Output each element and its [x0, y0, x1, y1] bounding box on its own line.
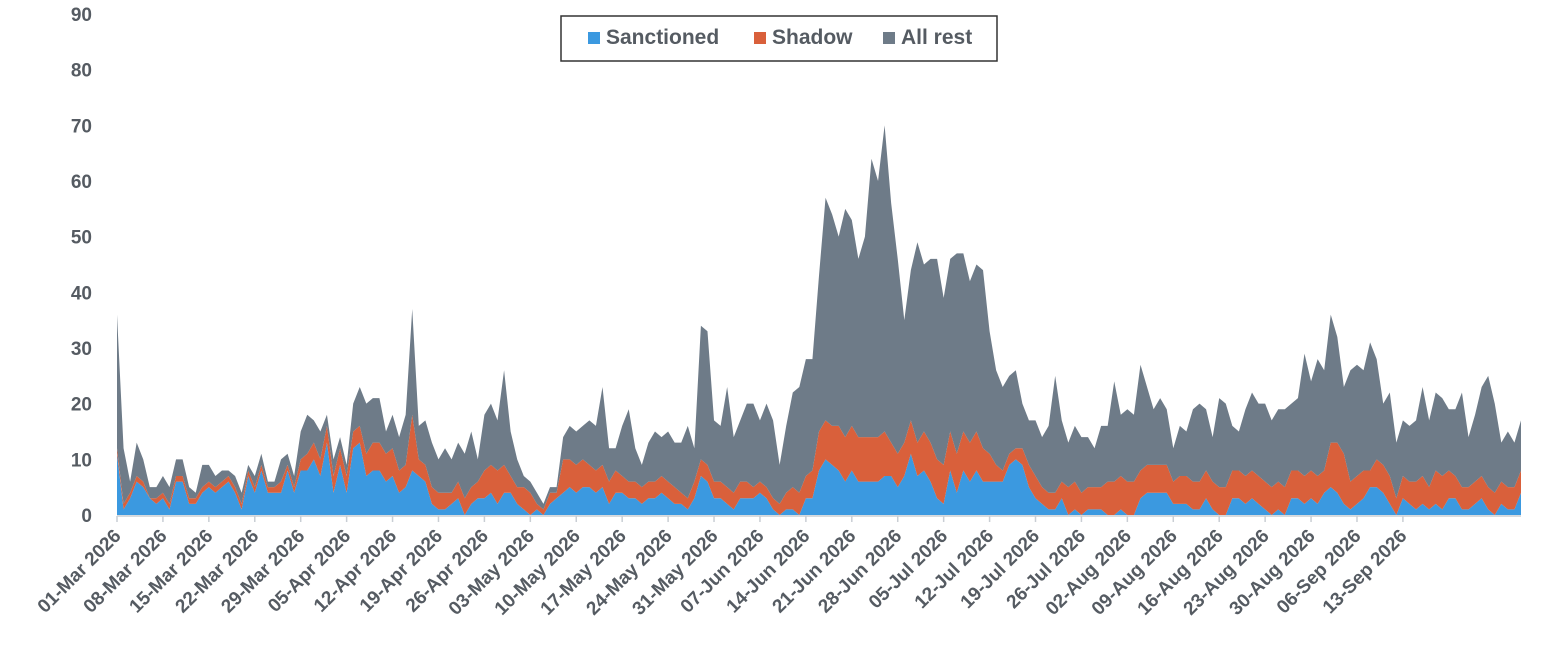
y-tick-label: 90	[71, 5, 92, 26]
legend-label-sanctioned: Sanctioned	[606, 26, 719, 49]
legend-swatch-all-rest	[883, 32, 895, 44]
y-axis: 0 10 20 30 40 50 60 70 80 90	[71, 5, 92, 527]
area-series-sanctioned	[117, 442, 1521, 515]
legend-label-shadow: Shadow	[772, 26, 853, 49]
area-series-all-rest	[117, 125, 1521, 510]
y-tick-label: 70	[71, 116, 92, 137]
y-tick-label: 0	[81, 506, 92, 527]
legend-swatch-shadow	[754, 32, 766, 44]
y-tick-label: 80	[71, 61, 92, 82]
y-tick-label: 20	[71, 395, 92, 416]
y-tick-label: 10	[71, 450, 92, 471]
legend-box	[560, 15, 998, 62]
chart-legend: Sanctioned Shadow All rest	[560, 15, 998, 62]
y-tick-label: 40	[71, 283, 92, 304]
y-tick-label: 50	[71, 228, 92, 249]
legend-label-all-rest: All rest	[901, 26, 972, 49]
y-tick-label: 30	[71, 339, 92, 360]
chart-areas	[117, 125, 1521, 515]
y-tick-label: 60	[71, 172, 92, 193]
area-series-shadow	[117, 414, 1521, 515]
legend-swatch-sanctioned	[588, 32, 600, 44]
